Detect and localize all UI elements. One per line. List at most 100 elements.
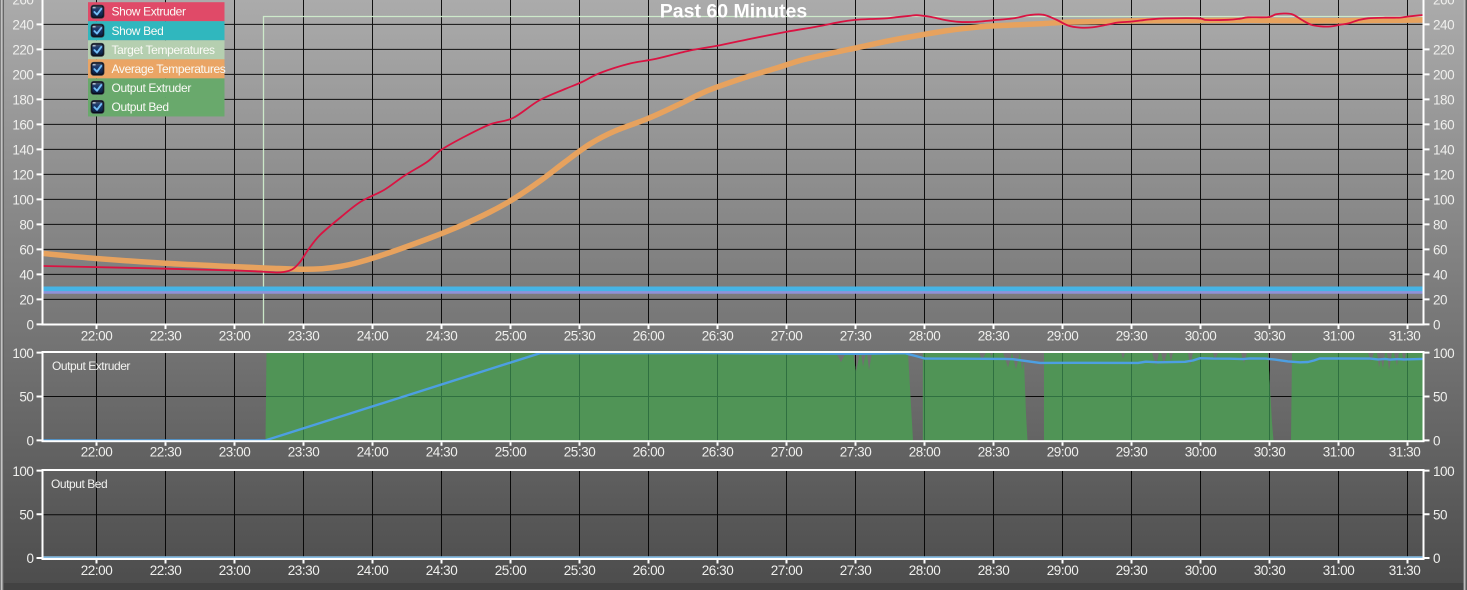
- svg-text:28:00: 28:00: [909, 563, 941, 578]
- svg-text:260: 260: [1433, 0, 1454, 8]
- svg-text:30:00: 30:00: [1185, 563, 1217, 578]
- svg-text:31:00: 31:00: [1323, 329, 1355, 344]
- svg-text:31:30: 31:30: [1389, 563, 1421, 578]
- svg-text:31:00: 31:00: [1323, 563, 1355, 578]
- svg-text:29:30: 29:30: [1116, 329, 1148, 344]
- svg-text:25:00: 25:00: [495, 563, 527, 578]
- svg-text:100: 100: [12, 464, 33, 479]
- svg-text:30:30: 30:30: [1254, 444, 1286, 459]
- svg-text:0: 0: [26, 551, 33, 566]
- svg-text:50: 50: [1433, 390, 1447, 405]
- svg-text:50: 50: [19, 390, 33, 405]
- svg-text:24:30: 24:30: [426, 444, 458, 459]
- svg-text:22:30: 22:30: [150, 329, 182, 344]
- svg-text:26:00: 26:00: [633, 329, 665, 344]
- svg-text:26:30: 26:30: [702, 444, 734, 459]
- svg-text:0: 0: [26, 318, 33, 333]
- svg-text:200: 200: [1433, 68, 1454, 83]
- svg-text:Show Extruder: Show Extruder: [112, 5, 187, 19]
- svg-text:0: 0: [26, 434, 33, 449]
- svg-text:25:00: 25:00: [495, 329, 527, 344]
- svg-text:80: 80: [19, 218, 33, 233]
- svg-text:120: 120: [12, 168, 33, 183]
- svg-text:22:00: 22:00: [81, 329, 113, 344]
- svg-text:Target Temperatures: Target Temperatures: [112, 43, 216, 57]
- svg-text:23:30: 23:30: [288, 444, 320, 459]
- svg-text:Past 60 Minutes: Past 60 Minutes: [660, 1, 808, 23]
- svg-text:29:30: 29:30: [1116, 444, 1148, 459]
- svg-text:27:30: 27:30: [840, 329, 872, 344]
- svg-text:25:30: 25:30: [564, 444, 596, 459]
- svg-text:23:30: 23:30: [288, 329, 320, 344]
- svg-text:20: 20: [19, 293, 33, 308]
- svg-text:22:30: 22:30: [150, 563, 182, 578]
- svg-text:100: 100: [1433, 346, 1454, 361]
- svg-text:100: 100: [1433, 193, 1454, 208]
- svg-text:180: 180: [12, 93, 33, 108]
- svg-text:0: 0: [1433, 551, 1440, 566]
- svg-text:23:00: 23:00: [219, 563, 251, 578]
- svg-text:40: 40: [19, 268, 33, 283]
- svg-text:26:00: 26:00: [633, 563, 665, 578]
- svg-text:28:30: 28:30: [978, 563, 1010, 578]
- svg-text:30:00: 30:00: [1185, 329, 1217, 344]
- svg-text:24:00: 24:00: [357, 444, 389, 459]
- svg-text:25:00: 25:00: [495, 444, 527, 459]
- svg-text:240: 240: [12, 18, 33, 33]
- svg-text:180: 180: [1433, 93, 1454, 108]
- svg-text:24:00: 24:00: [357, 329, 389, 344]
- svg-text:60: 60: [1433, 243, 1447, 258]
- svg-text:Output Extruder: Output Extruder: [52, 359, 130, 373]
- svg-text:100: 100: [12, 193, 33, 208]
- svg-text:24:00: 24:00: [357, 563, 389, 578]
- svg-text:29:00: 29:00: [1047, 563, 1079, 578]
- svg-text:50: 50: [1433, 508, 1447, 523]
- svg-text:260: 260: [12, 0, 33, 8]
- svg-text:240: 240: [1433, 18, 1454, 33]
- svg-text:23:00: 23:00: [219, 444, 251, 459]
- svg-text:29:00: 29:00: [1047, 329, 1079, 344]
- svg-text:140: 140: [12, 143, 33, 158]
- svg-text:120: 120: [1433, 168, 1454, 183]
- svg-text:31:30: 31:30: [1389, 329, 1421, 344]
- svg-text:60: 60: [19, 243, 33, 258]
- svg-text:80: 80: [1433, 218, 1447, 233]
- svg-text:29:30: 29:30: [1116, 563, 1148, 578]
- svg-text:24:30: 24:30: [426, 563, 458, 578]
- svg-text:23:30: 23:30: [288, 563, 320, 578]
- svg-text:30:00: 30:00: [1185, 444, 1217, 459]
- svg-text:27:00: 27:00: [771, 444, 803, 459]
- svg-text:27:30: 27:30: [840, 444, 872, 459]
- svg-text:22:30: 22:30: [150, 444, 182, 459]
- svg-text:31:00: 31:00: [1323, 444, 1355, 459]
- svg-text:26:30: 26:30: [702, 563, 734, 578]
- svg-text:28:00: 28:00: [909, 444, 941, 459]
- svg-text:Average Temperatures: Average Temperatures: [112, 62, 226, 76]
- svg-text:28:30: 28:30: [978, 444, 1010, 459]
- svg-text:26:30: 26:30: [702, 329, 734, 344]
- svg-text:28:00: 28:00: [909, 329, 941, 344]
- svg-text:Show Bed: Show Bed: [112, 24, 164, 38]
- svg-text:25:30: 25:30: [564, 329, 596, 344]
- svg-text:0: 0: [1433, 318, 1440, 333]
- svg-text:Output Bed: Output Bed: [51, 477, 107, 491]
- svg-text:27:30: 27:30: [840, 563, 872, 578]
- svg-text:28:30: 28:30: [978, 329, 1010, 344]
- svg-text:27:00: 27:00: [771, 329, 803, 344]
- svg-text:29:00: 29:00: [1047, 444, 1079, 459]
- svg-text:22:00: 22:00: [81, 563, 113, 578]
- svg-text:100: 100: [12, 346, 33, 361]
- svg-text:23:00: 23:00: [219, 329, 251, 344]
- svg-text:31:30: 31:30: [1389, 444, 1421, 459]
- svg-text:30:30: 30:30: [1254, 563, 1286, 578]
- svg-text:22:00: 22:00: [81, 444, 113, 459]
- svg-text:100: 100: [1433, 464, 1454, 479]
- svg-text:Output Bed: Output Bed: [112, 100, 169, 114]
- svg-text:20: 20: [1433, 293, 1447, 308]
- svg-text:220: 220: [12, 43, 33, 58]
- svg-text:40: 40: [1433, 268, 1447, 283]
- svg-text:25:30: 25:30: [564, 563, 596, 578]
- svg-text:160: 160: [12, 118, 33, 133]
- svg-text:26:00: 26:00: [633, 444, 665, 459]
- svg-text:30:30: 30:30: [1254, 329, 1286, 344]
